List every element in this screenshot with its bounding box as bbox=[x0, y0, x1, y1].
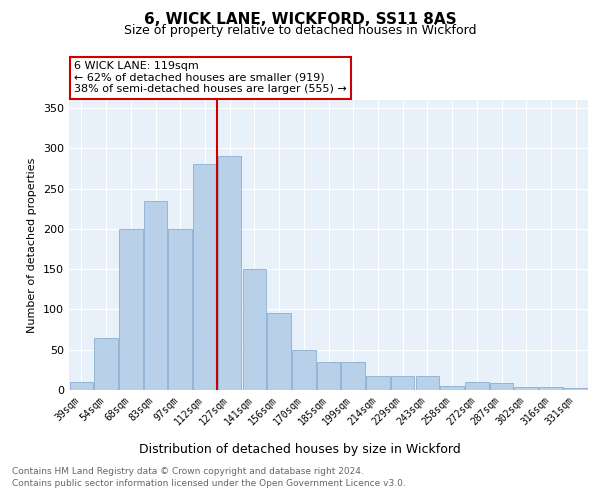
Bar bbox=[440, 386, 464, 390]
Bar bbox=[193, 164, 217, 390]
Bar bbox=[366, 376, 389, 390]
Bar bbox=[391, 376, 415, 390]
Bar bbox=[268, 314, 291, 390]
Bar bbox=[70, 382, 93, 390]
Bar bbox=[465, 382, 488, 390]
Text: Distribution of detached houses by size in Wickford: Distribution of detached houses by size … bbox=[139, 442, 461, 456]
Bar bbox=[514, 387, 538, 390]
Bar bbox=[144, 200, 167, 390]
Bar bbox=[317, 362, 340, 390]
Bar bbox=[292, 350, 316, 390]
Bar bbox=[490, 383, 513, 390]
Bar bbox=[218, 156, 241, 390]
Text: 6 WICK LANE: 119sqm
← 62% of detached houses are smaller (919)
38% of semi-detac: 6 WICK LANE: 119sqm ← 62% of detached ho… bbox=[74, 61, 347, 94]
Text: Size of property relative to detached houses in Wickford: Size of property relative to detached ho… bbox=[124, 24, 476, 37]
Text: 6, WICK LANE, WICKFORD, SS11 8AS: 6, WICK LANE, WICKFORD, SS11 8AS bbox=[143, 12, 457, 28]
Bar bbox=[539, 387, 563, 390]
Bar bbox=[341, 362, 365, 390]
Text: Contains HM Land Registry data © Crown copyright and database right 2024.: Contains HM Land Registry data © Crown c… bbox=[12, 468, 364, 476]
Bar bbox=[564, 388, 587, 390]
Bar bbox=[242, 269, 266, 390]
Y-axis label: Number of detached properties: Number of detached properties bbox=[28, 158, 37, 332]
Bar bbox=[119, 229, 143, 390]
Bar bbox=[94, 338, 118, 390]
Text: Contains public sector information licensed under the Open Government Licence v3: Contains public sector information licen… bbox=[12, 479, 406, 488]
Bar bbox=[416, 376, 439, 390]
Bar bbox=[169, 229, 192, 390]
